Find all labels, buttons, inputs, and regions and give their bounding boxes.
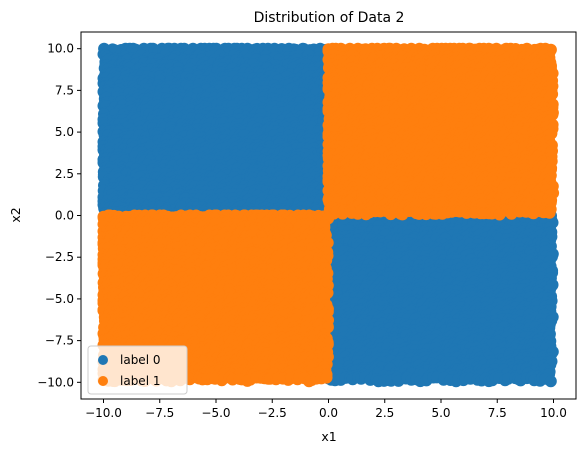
points-layer — [97, 42, 560, 388]
chart-title: Distribution of Data 2 — [254, 10, 405, 26]
scatter-point — [544, 375, 557, 388]
